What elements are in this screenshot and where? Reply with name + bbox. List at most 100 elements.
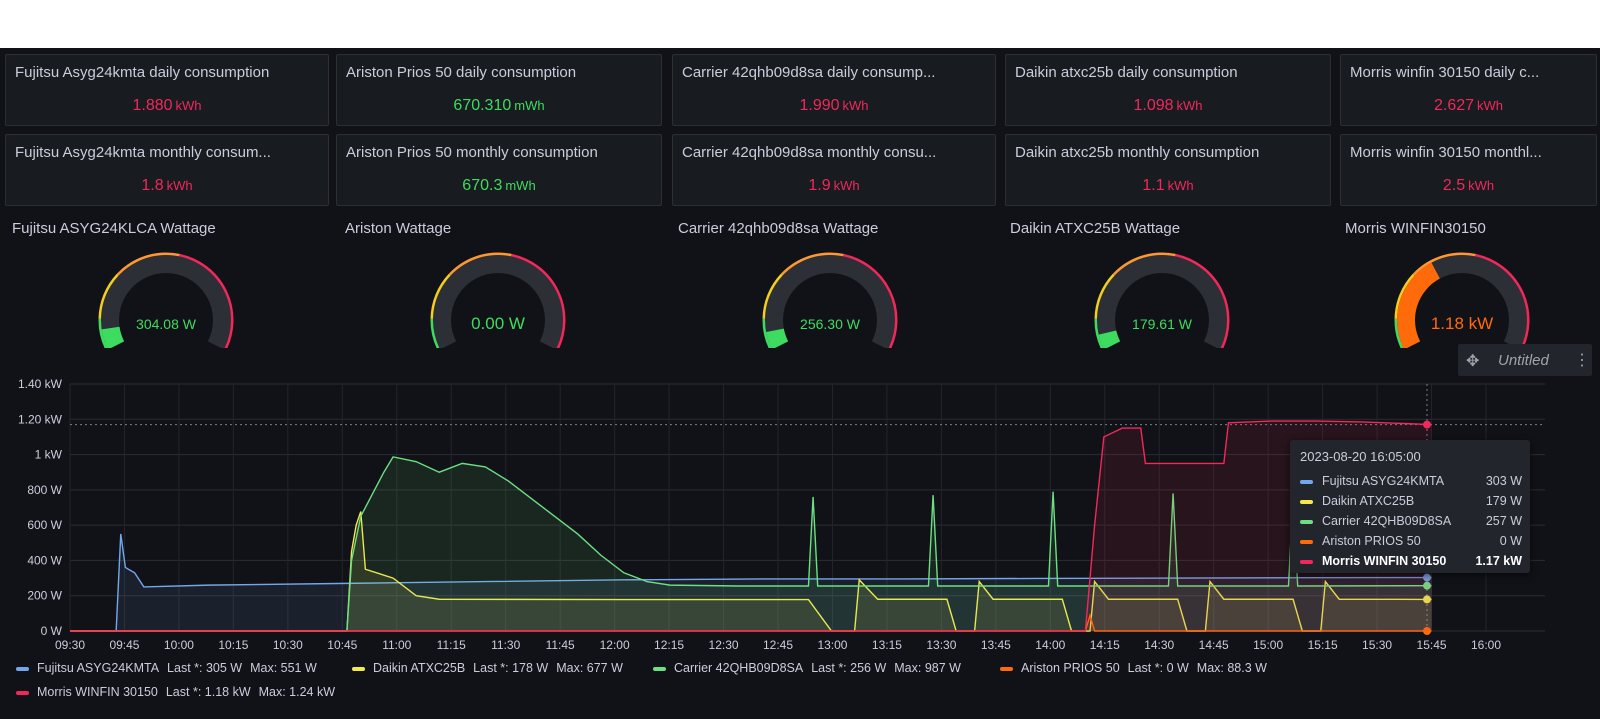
monthly-consumption-panel[interactable]: Daikin atxc25b monthly consumption 1.1 kWh [1005,134,1331,206]
stat-value: 1.9 kWh [673,177,995,195]
series-value: 1.17 kW [1475,554,1522,568]
kebab-menu-icon[interactable]: ⋮ [1574,352,1590,369]
gauge-threshold [762,318,772,348]
legend-name: Morris WINFIN 30150 [37,685,158,699]
monthly-consumption-panel[interactable]: Carrier 42qhb09d8sa monthly consu... 1.9 k… [672,134,996,206]
y-tick-label: 0 W [41,624,63,638]
gauge-threshold [1094,318,1104,348]
gauge-threshold [98,318,108,348]
series-point [1423,627,1431,635]
legend-item[interactable]: Fujitsu ASYG24KMTA Last *: 305 W Max: 551 … [16,661,317,675]
legend-max: Max: 987 W [894,661,961,675]
legend-name: Carrier 42QHB09D8SA [674,661,804,675]
gauge-threshold [1175,253,1230,348]
series-value: 257 W [1485,514,1522,528]
legend-item[interactable]: Ariston PRIOS 50 Last *: 0 W Max: 88.3 W [1000,661,1267,675]
monthly-consumption-panel[interactable]: Morris winfin 30150 monthl... 2.5 kWh [1340,134,1597,206]
x-tick-label: 15:00 [1253,638,1283,652]
stat-value: 1.880 kWh [6,97,328,115]
legend-last: Last *: 0 W [1127,661,1189,675]
series-swatch [1300,500,1313,504]
tooltip-row: Ariston PRIOS 50 0 W [1300,533,1522,551]
gauge-value: 256.30 W [800,316,860,332]
x-tick-label: 11:45 [546,638,575,652]
x-tick-label: 15:30 [1362,638,1392,652]
stat-value: 2.627 kWh [1341,97,1596,115]
gauge-value: 179.61 W [1132,316,1192,332]
stat-value: 1.990 kWh [673,97,995,115]
stat-number: 670.3 [462,177,503,194]
daily-consumption-panel[interactable]: Morris winfin 30150 daily c... 2.627 kWh [1340,54,1597,126]
x-tick-label: 10:30 [273,638,303,652]
series-line [70,511,1432,632]
x-tick-label: 15:45 [1417,638,1447,652]
series-swatch [1300,560,1313,564]
x-tick-label: 13:30 [926,638,956,652]
daily-consumption-panel[interactable]: Daikin atxc25b daily consumption 1.098 kWh [1005,54,1331,126]
panel-title: Daikin atxc25b daily consumption [1015,64,1238,81]
x-tick-label: 09:30 [55,638,85,652]
stat-number: 670.310 [453,97,512,114]
panel-title: Morris winfin 30150 monthl... [1350,144,1542,161]
panel-title: Untitled [1498,352,1549,369]
stat-number: 1.990 [799,97,840,114]
gauge-title: Fujitsu ASYG24KLCA Wattage [12,220,216,237]
timeseries-chart[interactable]: 0 W 200 W 400 W 600 W 800 W 1 kW 1.20 kW 1.40 k… [0,376,1600,676]
panel-title: Carrier 42qhb09d8sa daily consump... [682,64,936,81]
series-name: Ariston PRIOS 50 [1322,534,1421,548]
gauge-threshold [430,318,440,348]
panel-header-untitled[interactable]: ✥ Untitled ⋮ [1458,344,1592,376]
move-icon[interactable]: ✥ [1466,353,1480,370]
series-name: Carrier 42QHB09D8SA [1322,514,1452,528]
legend-last: Last *: 305 W [167,661,243,675]
stat-unit: kWh [175,98,202,113]
gauge [1394,252,1530,348]
gauge-track [765,255,895,348]
panel-title: Carrier 42qhb09d8sa monthly consu... [682,144,937,161]
stat-number: 1.8 [141,177,164,194]
monthly-consumption-panel[interactable]: Fujitsu Asyg24kmta monthly consum... 1.8 k… [5,134,329,206]
x-tick-label: 14:45 [1199,638,1229,652]
x-tick-label: 12:15 [654,638,684,652]
gauge [98,252,234,348]
x-tick-label: 15:15 [1308,638,1338,652]
y-tick-label: 1 kW [35,448,63,462]
series-name: Morris WINFIN 30150 [1322,554,1447,568]
series-value: 0 W [1499,534,1522,548]
stat-value: 670.3 mWh [337,177,661,195]
panel-title: Daikin atxc25b monthly consumption [1015,144,1260,161]
x-tick-label: 11:30 [491,638,520,652]
legend-item[interactable]: Carrier 42QHB09D8SA Last *: 256 W Max: 987… [653,661,961,675]
series-line [70,420,1432,632]
stat-value: 1.8 kWh [6,177,328,195]
tooltip-time: 2023-08-20 16:05:00 [1300,449,1421,464]
gauge-threshold [116,252,180,276]
x-tick-label: 10:45 [327,638,357,652]
gauge-fill [1098,330,1121,348]
daily-consumption-panel[interactable]: Fujitsu Asyg24kmta daily consumption 1.88… [5,54,329,126]
x-tick-label: 12:00 [600,638,630,652]
gauge-threshold [1394,318,1404,348]
series-swatch [1300,540,1313,544]
x-tick-label: 13:15 [872,638,902,652]
gauge-threshold [1112,252,1176,276]
legend-last: Last *: 256 W [811,661,887,675]
stat-number: 2.5 [1442,177,1466,194]
series-line [70,456,1432,632]
legend-item[interactable]: Daikin ATXC25B Last *: 178 W Max: 677 W [352,661,623,675]
gauge-threshold [430,273,451,319]
x-tick-label: 09:45 [109,638,139,652]
stat-number: 2.627 [1433,97,1475,114]
gauge-fill [101,326,125,348]
stat-number: 1.880 [132,97,173,114]
daily-consumption-panel[interactable]: Carrier 42qhb09d8sa daily consump... 1.99… [672,54,996,126]
stat-unit: kWh [842,98,869,113]
legend-name: Ariston PRIOS 50 [1021,661,1120,675]
legend-max: Max: 677 W [556,661,623,675]
daily-consumption-panel[interactable]: Ariston Prios 50 daily consumption 670.31… [336,54,662,126]
legend-item[interactable]: Morris WINFIN 30150 Last *: 1.18 kW Max: 1… [16,685,335,699]
gauge-threshold [98,273,119,319]
monthly-consumption-panel[interactable]: Ariston Prios 50 monthly consumption 670.… [336,134,662,206]
gauge [430,252,566,348]
series-area [70,456,1432,631]
